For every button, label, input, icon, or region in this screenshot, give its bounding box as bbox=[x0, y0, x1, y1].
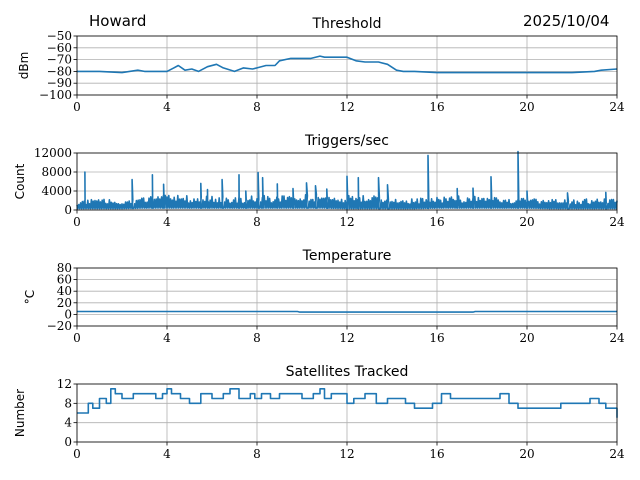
x-tick-label: 8 bbox=[253, 215, 261, 229]
chart-panel-0: 0 4 8 12 16 20 24 −100−90−80−70−60−50 Threshold d… bbox=[17, 16, 625, 114]
y-tick-label: 0 bbox=[64, 203, 72, 217]
y-tick-label: 60 bbox=[57, 273, 72, 287]
y-tick-label: −90 bbox=[47, 76, 72, 90]
station-label: Howard bbox=[89, 12, 147, 30]
axes-frame bbox=[76, 383, 618, 443]
x-tick-label: 20 bbox=[519, 331, 534, 345]
y-tick-label: −70 bbox=[47, 53, 72, 67]
x-tick-label: 12 bbox=[339, 447, 354, 461]
date-label: 2025/10/04 bbox=[523, 12, 610, 30]
axes-frame bbox=[76, 35, 618, 96]
x-tick-label: 0 bbox=[73, 215, 81, 229]
x-tick-label: 16 bbox=[429, 447, 444, 461]
y-tick-label: 4 bbox=[64, 416, 72, 430]
y-axis-label: Count bbox=[13, 163, 27, 199]
chart-title: Satellites Tracked bbox=[286, 364, 409, 380]
chart-title: Temperature bbox=[302, 248, 392, 264]
series-line bbox=[77, 55, 618, 74]
y-tick-label: −20 bbox=[47, 319, 72, 333]
y-tick-label: 8000 bbox=[41, 165, 72, 179]
chart-title: Triggers/sec bbox=[304, 133, 389, 149]
y-tick-label: 80 bbox=[57, 261, 72, 275]
y-tick-label: 4000 bbox=[41, 184, 72, 198]
x-tick-label: 8 bbox=[253, 100, 261, 114]
y-tick-label: 0 bbox=[64, 307, 72, 321]
y-tick-label: 20 bbox=[57, 296, 72, 310]
x-tick-label: 4 bbox=[163, 447, 171, 461]
x-tick-label: 0 bbox=[73, 100, 81, 114]
y-axis-label: °C bbox=[23, 290, 37, 304]
chart-panel-3: 0 4 8 12 16 20 24 0 4 8 12 Satellites Tracked Number bbox=[13, 364, 625, 461]
y-tick-label: 8 bbox=[64, 396, 72, 410]
x-tick-label: 24 bbox=[609, 215, 625, 229]
x-tick-label: 12 bbox=[339, 331, 354, 345]
x-tick-label: 16 bbox=[429, 331, 444, 345]
y-tick-label: −60 bbox=[47, 41, 72, 55]
y-tick-label: −80 bbox=[47, 64, 72, 78]
x-tick-label: 20 bbox=[519, 447, 534, 461]
x-tick-label: 8 bbox=[253, 447, 261, 461]
chart-title: Threshold bbox=[312, 16, 382, 32]
x-tick-label: 0 bbox=[73, 447, 81, 461]
chart-panel-1: 0 4 8 12 16 20 24 0 4000 8000 12000 Triggers/sec Cou… bbox=[13, 133, 625, 229]
x-tick-label: 16 bbox=[429, 215, 444, 229]
x-tick-label: 4 bbox=[163, 100, 171, 114]
series-line bbox=[76, 150, 618, 210]
y-tick-label: 12 bbox=[57, 377, 72, 391]
x-tick-label: 4 bbox=[163, 331, 171, 345]
axes-frame bbox=[76, 152, 618, 211]
y-tick-label: 12000 bbox=[34, 146, 72, 160]
series-line bbox=[77, 388, 618, 418]
x-tick-label: 24 bbox=[609, 100, 625, 114]
x-tick-label: 20 bbox=[519, 100, 534, 114]
x-tick-label: 24 bbox=[609, 447, 625, 461]
series-line bbox=[77, 310, 617, 313]
y-axis-label: Number bbox=[13, 389, 27, 437]
x-tick-label: 12 bbox=[339, 100, 354, 114]
x-tick-label: 24 bbox=[609, 331, 625, 345]
y-tick-label: −100 bbox=[39, 88, 72, 102]
x-tick-label: 8 bbox=[253, 331, 261, 345]
y-axis-label: dBm bbox=[17, 52, 31, 80]
x-tick-label: 16 bbox=[429, 100, 444, 114]
x-tick-label: 12 bbox=[339, 215, 354, 229]
x-tick-label: 4 bbox=[163, 215, 171, 229]
x-tick-label: 0 bbox=[73, 331, 81, 345]
y-tick-label: 0 bbox=[64, 435, 72, 449]
y-tick-label: −50 bbox=[47, 29, 72, 43]
axes-frame bbox=[76, 267, 618, 327]
y-tick-label: 40 bbox=[57, 284, 72, 298]
x-tick-label: 20 bbox=[519, 215, 534, 229]
